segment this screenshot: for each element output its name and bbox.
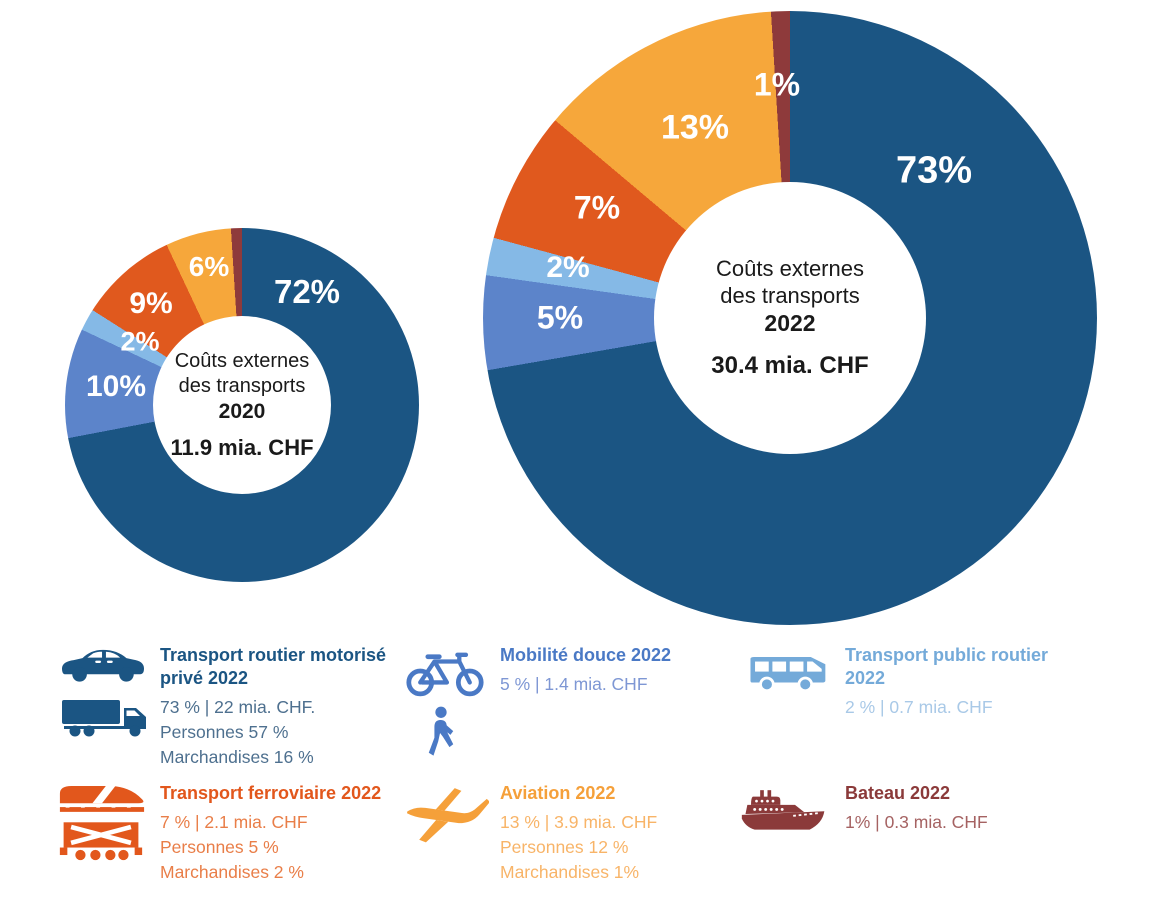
- segment-label-soft-mobility-2022: 5%: [536, 299, 584, 336]
- legend-title-aviation: Aviation 2022: [500, 783, 616, 803]
- donut-center-2020: Coûts externes des transports 2020 11.9 …: [153, 316, 331, 494]
- legend-title-public-road: Transport public routier 2022: [845, 645, 1049, 688]
- train-icon: [59, 786, 145, 812]
- legend-title-boat: Bateau 2022: [845, 783, 951, 803]
- center-text-line2: des transports: [720, 282, 860, 308]
- donut-center-2022: Coûts externes des transports 2022 30.4 …: [654, 182, 926, 454]
- freight-wagon-icon: [59, 822, 143, 861]
- legend-item-public-road: Transport public routier 2022 2 % | 0.7 …: [745, 644, 1070, 720]
- legend-lines-public-road: 2 % | 0.7 mia. CHF: [845, 697, 993, 717]
- segment-label-public-road-2020: 2%: [120, 326, 160, 357]
- bicycle-icon: [406, 652, 484, 697]
- segment-label-rail-2022: 7%: [573, 189, 621, 226]
- legend-lines-soft-mobility: 5 % | 1.4 mia. CHF: [500, 674, 648, 694]
- legend-item-aviation: Aviation 2022 13 % | 3.9 mia. CHF Person…: [405, 782, 740, 885]
- legend-title-rail: Transport ferroviaire 2022: [160, 783, 382, 803]
- segment-label-rail-2020: 9%: [129, 287, 173, 320]
- segment-label-public-road-2022: 2%: [546, 251, 590, 284]
- bus-icon: [750, 656, 826, 693]
- legend-lines-rail: 7 % | 2.1 mia. CHF Personnes 5 % Marchan…: [160, 812, 308, 882]
- legend-item-rail: Transport ferroviaire 2022 7 % | 2.1 mia…: [58, 782, 410, 885]
- legend-title-road: Transport routier motorisé privé 2022: [160, 645, 387, 688]
- legend-item-road: Transport routier motorisé privé 2022 73…: [60, 644, 405, 770]
- segment-label-aviation-2020: 6%: [188, 251, 230, 282]
- center-year: 2022: [764, 310, 816, 337]
- legend-lines-road: 73 % | 22 mia. CHF. Personnes 57 % March…: [160, 697, 316, 767]
- legend-title-soft-mobility: Mobilité douce 2022: [500, 645, 672, 665]
- center-total: 11.9 mia. CHF: [170, 434, 314, 460]
- airplane-icon: [407, 788, 489, 843]
- segment-label-boat-2022: 1%: [753, 66, 801, 103]
- donut-chart-2022: 73% 5% 2% 7% 13% 1% Coûts externes des t…: [483, 11, 1097, 625]
- segment-label-road-2022: 73%: [895, 149, 973, 192]
- segment-label-soft-mobility-2020: 10%: [85, 370, 147, 403]
- center-text-line2: des transports: [178, 374, 306, 397]
- truck-icon: [62, 700, 146, 737]
- legend-item-soft-mobility: Mobilité douce 2022 5 % | 1.4 mia. CHF: [405, 644, 720, 762]
- ship-icon: [741, 790, 825, 830]
- car-icon: [62, 649, 144, 682]
- legend-item-boat: Bateau 2022 1% | 0.3 mia. CHF: [740, 782, 1085, 840]
- segment-label-road-2020: 72%: [273, 273, 341, 310]
- center-year: 2020: [218, 400, 266, 424]
- segment-label-aviation-2022: 13%: [660, 108, 730, 147]
- pedestrian-icon: [428, 706, 454, 756]
- center-total: 30.4 mia. CHF: [711, 352, 869, 380]
- donut-chart-2020: 72% 10% 2% 9% 6% Coûts externes des tran…: [65, 228, 419, 582]
- center-text-line1: Coûts externes: [174, 350, 310, 373]
- legend-lines-aviation: 13 % | 3.9 mia. CHF Personnes 12 % March…: [500, 812, 658, 882]
- legend-lines-boat: 1% | 0.3 mia. CHF: [845, 812, 988, 832]
- center-text-line1: Coûts externes: [716, 255, 864, 281]
